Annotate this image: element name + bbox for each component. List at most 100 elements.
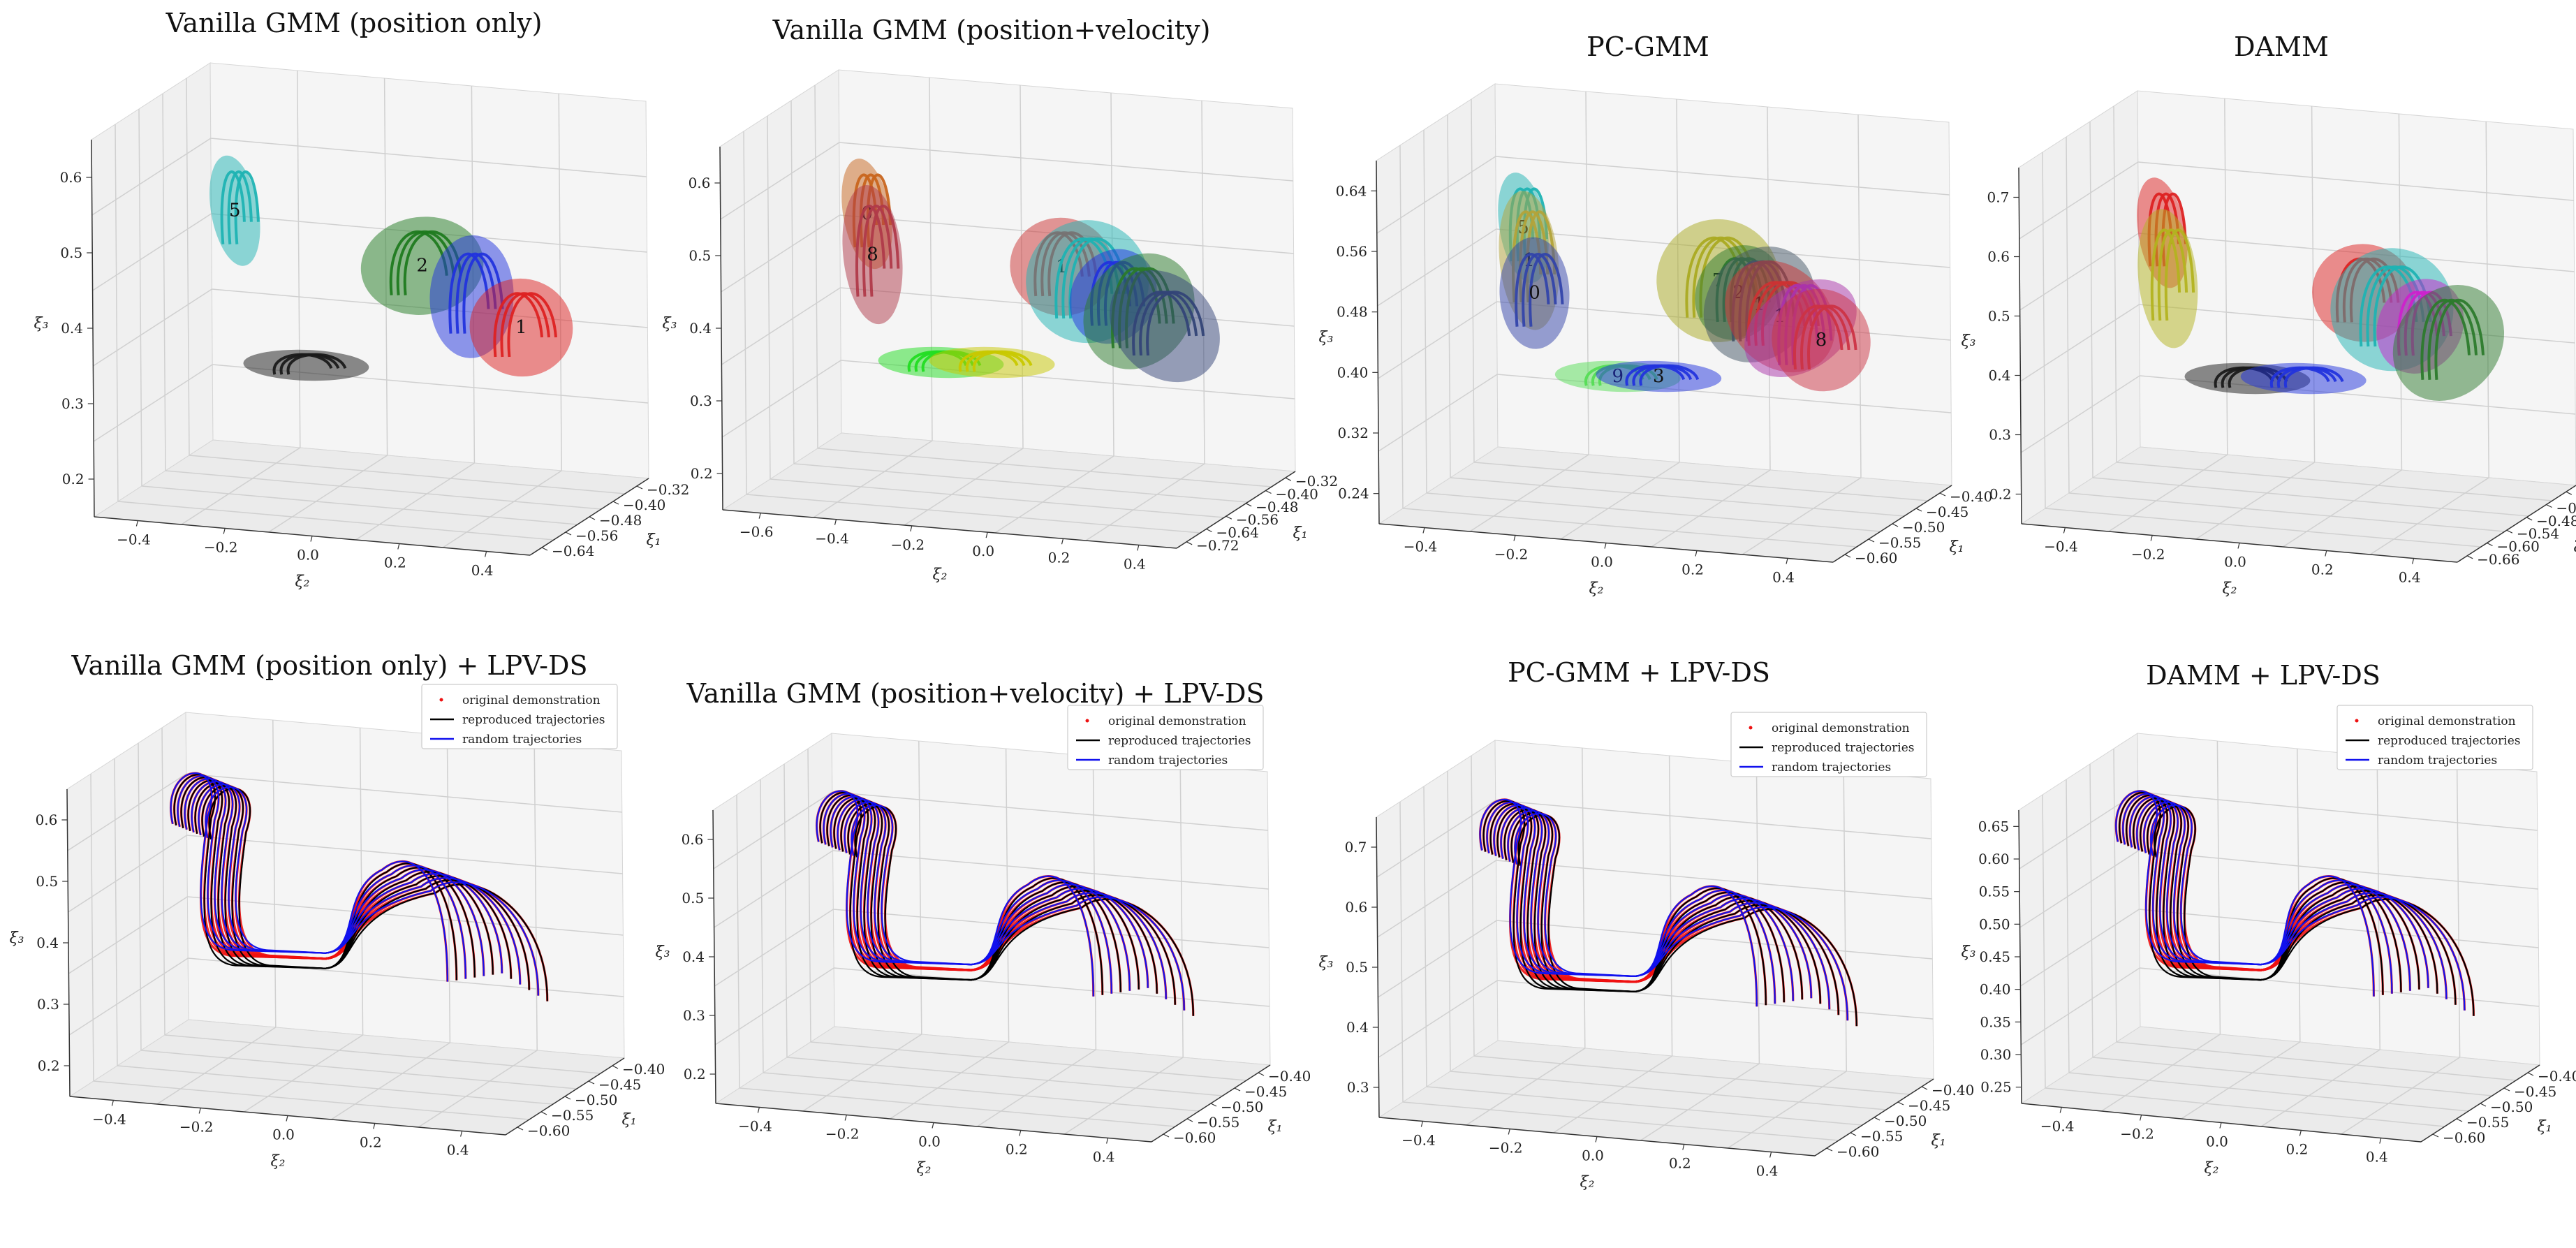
grid-line [115,124,119,502]
y-tick-label: −0.55 [1197,1114,1239,1131]
x-axis-label: ξ₂ [271,1153,286,1170]
z-tick-label: 0.64 [1336,182,1367,199]
y-axis-label: ξ₁ [647,531,661,549]
grid-line [2068,492,2505,532]
y-tick-label: −0.40 [1931,1082,1974,1099]
grid-line [186,773,622,813]
chart-panel: Vanilla GMM (position only) + LPV-DSorig… [10,650,665,1170]
x-tick-label: 0.4 [1756,1163,1779,1180]
x-tick [2237,543,2240,549]
x-tick [111,1100,114,1106]
x-tick [1786,558,1788,564]
z-tick-label: 0.55 [1979,883,2010,900]
y-tick [1939,492,1946,497]
z-tick-label: 0.2 [62,471,84,487]
z-tick-label: 0.5 [1346,959,1368,976]
grid-line [1469,454,1589,532]
grid-line [1727,1071,1847,1149]
z-tick-label: 0.32 [1337,425,1369,441]
z-axis-label: ξ₃ [656,944,670,961]
grid-line [1201,100,1205,464]
gmm-trajectory [2164,228,2195,321]
y-tick-label: −0.60 [527,1122,570,1139]
x-axis-label: ξ₂ [2223,580,2237,598]
legend-marker [439,698,443,702]
grid-line [68,957,189,1036]
z-tick-label: 0.3 [1989,427,2011,443]
z-tick-label: 0.6 [689,175,711,191]
grid-line [1668,755,1673,1057]
panel-title: Vanilla GMM (position only) + LPV-DS [71,650,588,681]
legend: original demonstration reproduced traject… [1730,712,1927,777]
grid-line [714,967,834,1045]
x-tick [286,1115,288,1122]
chart-panel: PC-GMM5109372118−0.4−0.20.00.20.4ξ₂−0.60… [1319,31,1993,598]
grid-line [1843,770,1847,1072]
z-tick-label: 0.6 [682,831,704,848]
grid-line [1377,228,1497,307]
grid-line [2181,1041,2301,1119]
grid-line [2019,850,2140,928]
z-tick-label: 0.24 [1338,485,1369,502]
y-tick [2546,504,2552,508]
grid-line [2089,121,2093,478]
grid-line [244,1034,364,1113]
grid-line [1426,492,1881,532]
x-tick-label: 0.2 [360,1134,382,1151]
grid-line [918,740,922,1035]
y-tick-label: −0.55 [1860,1128,1903,1145]
x-tick [1508,1129,1510,1135]
gmm-trajectory [227,170,253,244]
grid-line [446,735,451,1043]
grid-line [210,138,647,177]
x-tick-label: 0.2 [1048,549,1070,566]
grid-line [1402,1101,1839,1141]
y-tick [1850,1132,1857,1136]
gmm-component-label: 0 [1529,283,1540,304]
x-tick-label: 0.0 [2206,1133,2228,1150]
grid-line [1092,756,1097,1050]
z-tick-label: 0.3 [37,996,59,1013]
z-axis-label: ξ₃ [34,315,49,332]
grid-line [442,470,562,548]
y-tick-label: −0.48 [599,512,642,529]
gmm-trajectory [1515,253,1550,327]
y-tick [612,501,619,505]
grid-line [763,1072,1200,1112]
z-tick-label: 0.4 [61,320,83,337]
x-tick [2412,558,2415,564]
y-tick [1245,503,1252,507]
z-tick-label: 0.25 [1980,1079,2012,1096]
y-tick-label: −0.48 [2536,513,2576,529]
y-tick [1265,490,1272,494]
y-tick [2432,1133,2439,1138]
grid-line [1585,91,1589,455]
grid-line [721,214,841,293]
grid-line [1376,156,1496,234]
z-tick-label: 0.3 [683,1007,705,1024]
x-axis-label: ξ₂ [917,1160,932,1177]
x-tick [1420,1121,1423,1127]
grid-line [1496,920,1933,960]
x-tick-label: −0.2 [2131,546,2165,563]
x-tick-label: −0.4 [815,530,849,547]
grid-line [2020,967,2140,1045]
y-tick-label: −0.48 [1256,499,1298,515]
grid-line [713,791,833,869]
y-tick-label: −0.60 [1837,1143,1879,1160]
grid-line [1742,477,1862,555]
x-tick-label: −0.2 [204,539,238,556]
z-tick-label: 0.2 [38,1057,60,1074]
grid-line [1495,156,1950,196]
grid-line [810,1041,1247,1081]
grid-line [161,727,165,1036]
x-tick-label: 0.0 [918,1133,941,1150]
z-tick-label: 0.7 [1987,189,2010,206]
y-tick-label: −0.45 [598,1076,641,1093]
y-tick-label: −0.40 [623,497,665,513]
grid-line [186,78,190,456]
grid-line [767,115,771,480]
grid-line [1857,114,1862,478]
legend-marker [1085,719,1089,723]
y-tick [2466,555,2473,559]
